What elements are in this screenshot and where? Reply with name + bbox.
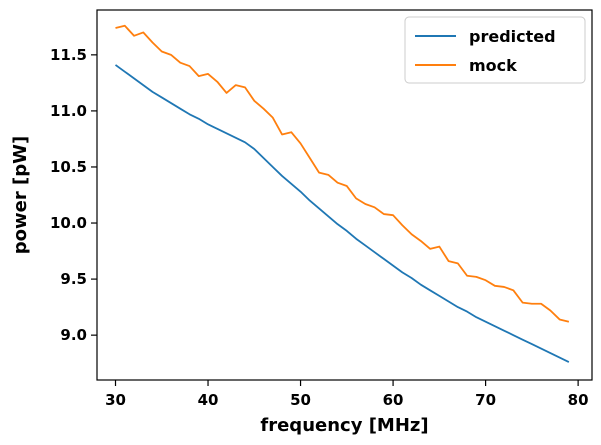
series-line-mock — [115, 24, 570, 323]
x-tick-label: 80 — [568, 391, 589, 409]
y-tick-label: 9.0 — [60, 326, 87, 344]
y-tick-label: 11.5 — [50, 46, 87, 64]
x-tick-label: 70 — [475, 391, 496, 409]
legend: predicted mock — [404, 16, 586, 84]
legend-box — [404, 16, 586, 84]
axis-ticks: 30 40 50 60 70 80 9.0 9.5 10.0 10.5 11.0 11.5 — [50, 46, 589, 409]
legend-label-predicted: predicted — [469, 27, 556, 46]
y-axis-label: power [pW] — [10, 136, 31, 254]
plot-area — [114, 24, 570, 363]
x-tick-label: 30 — [105, 391, 126, 409]
y-tick-label: 11.0 — [50, 102, 87, 120]
x-axis-label: frequency [MHz] — [260, 415, 428, 436]
x-tick-label: 50 — [290, 391, 311, 409]
x-tick-label: 40 — [198, 391, 219, 409]
x-tick-label: 60 — [383, 391, 404, 409]
series-line-predicted — [114, 64, 570, 363]
y-tick-label: 9.5 — [60, 270, 87, 288]
plot-frame — [96, 9, 593, 381]
y-tick-label: 10.0 — [50, 214, 87, 232]
legend-label-mock: mock — [469, 56, 517, 75]
y-tick-label: 10.5 — [50, 158, 87, 176]
